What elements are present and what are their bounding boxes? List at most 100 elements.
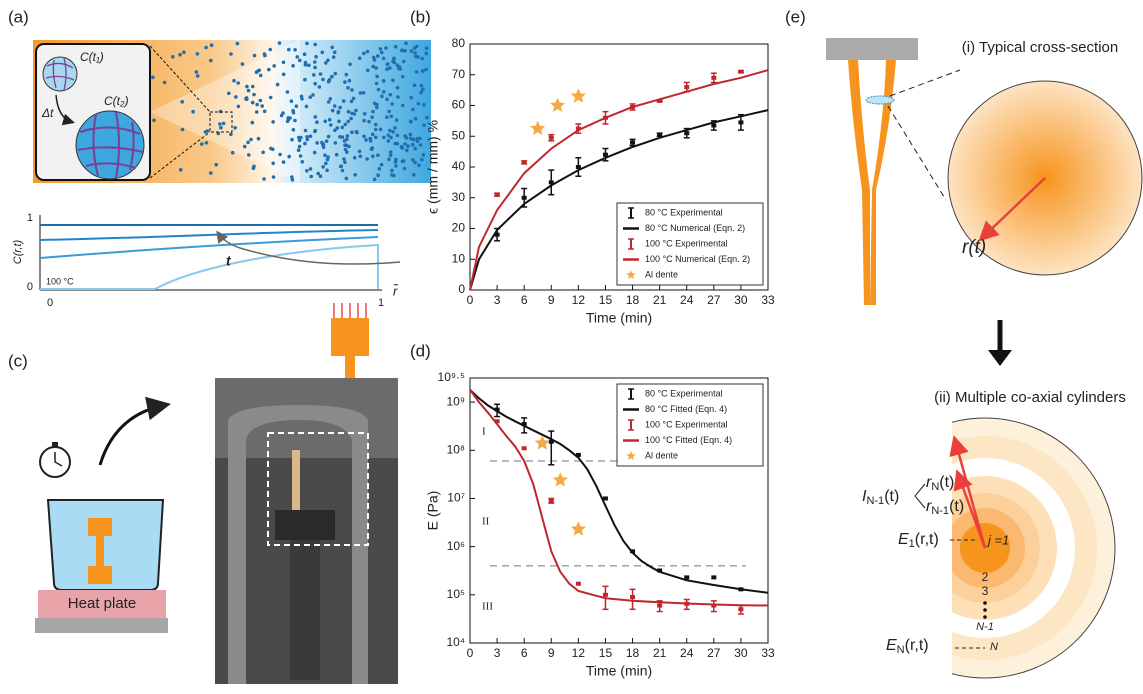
sub: N-1: [931, 505, 949, 517]
particle: [389, 150, 393, 154]
particle: [291, 64, 295, 68]
particle: [415, 136, 420, 141]
x-tick-label: 6: [521, 293, 528, 307]
radius-arrow: [978, 177, 1046, 242]
y-tick-label: 40: [452, 159, 466, 173]
series-line: [469, 109, 769, 291]
particle: [316, 171, 321, 176]
x-tick-label: 3: [494, 293, 501, 307]
sym: E: [898, 531, 909, 548]
point: [711, 75, 717, 80]
particle: [387, 157, 391, 162]
particle: [368, 139, 373, 143]
particle: [395, 86, 400, 90]
particle: [335, 126, 340, 130]
particle: [362, 118, 366, 123]
point: [575, 581, 581, 586]
layer-label: N: [990, 641, 998, 653]
particle: [409, 49, 414, 53]
error-point: [548, 169, 555, 196]
particle: [385, 115, 389, 119]
point: [521, 446, 527, 451]
star-point: [570, 88, 586, 103]
plot-frame: [469, 377, 769, 644]
particle: [297, 144, 302, 149]
particle: [390, 102, 394, 106]
particle: [251, 166, 256, 170]
particle: [343, 122, 348, 127]
particle: [267, 67, 271, 72]
particle: [425, 115, 429, 120]
particle: [272, 64, 277, 68]
particle: [413, 51, 417, 55]
particle: [370, 132, 375, 137]
tick-label: 0: [27, 281, 33, 293]
rod: [290, 540, 320, 680]
particle: [151, 75, 155, 80]
particle: [420, 157, 424, 162]
panel-label: (d): [410, 341, 431, 360]
particle: [256, 136, 261, 141]
particle: [297, 135, 301, 140]
particle: [278, 152, 282, 157]
particle: [293, 118, 297, 123]
particle: [401, 103, 405, 108]
particle: [416, 55, 420, 59]
y-tick-label: 20: [452, 221, 466, 235]
particle: [382, 79, 386, 83]
particle: [379, 162, 384, 167]
point: [575, 126, 581, 131]
particle: [389, 114, 394, 119]
particle: [258, 73, 263, 78]
point: [657, 568, 663, 573]
star-point: [534, 435, 550, 450]
point: [630, 595, 636, 600]
particle: [350, 130, 354, 134]
particle: [395, 133, 400, 138]
particle: [424, 51, 429, 56]
sub: 1: [909, 538, 915, 550]
particle: [330, 108, 335, 113]
error-point: [737, 69, 744, 74]
particle: [298, 154, 303, 158]
particle: [324, 61, 328, 65]
layer-label: N-1: [976, 621, 994, 633]
particle: [321, 145, 326, 150]
x-tick-label: 12: [572, 646, 586, 660]
mesh: [45, 57, 75, 91]
particle: [338, 164, 343, 169]
particle: [377, 167, 382, 171]
x-tick-label: 33: [761, 293, 775, 307]
y-tick-label: 10⁹: [447, 394, 466, 408]
error-point: [657, 568, 663, 573]
star-point: [552, 472, 568, 487]
particle: [416, 101, 421, 106]
particle: [252, 92, 256, 97]
particle: [318, 174, 323, 178]
particle: [371, 109, 375, 114]
x-tick-label: 9: [548, 646, 555, 660]
particle: [312, 73, 316, 77]
point: [738, 607, 744, 612]
error-point: [494, 419, 500, 424]
particle: [313, 81, 318, 86]
y-tick-label: 0: [458, 282, 465, 296]
sym: I: [862, 488, 867, 505]
particle: [402, 166, 407, 171]
x-tick-label: 30: [734, 293, 748, 307]
sub: N-1: [866, 495, 884, 507]
particle: [350, 111, 354, 116]
sub: N: [897, 644, 905, 656]
particle: [290, 175, 294, 179]
particle: [340, 125, 345, 130]
star-point: [570, 521, 586, 536]
point: [630, 140, 636, 145]
particle: [250, 84, 255, 89]
particle: [277, 41, 282, 45]
particle: [313, 115, 318, 119]
series-line: [469, 389, 769, 594]
particle: [221, 121, 226, 126]
particle: [347, 78, 352, 83]
particle: [366, 68, 370, 73]
particle: [318, 72, 323, 76]
